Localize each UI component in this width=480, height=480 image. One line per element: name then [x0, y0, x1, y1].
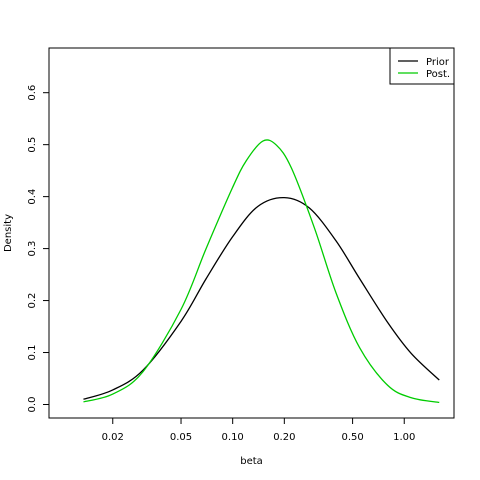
series-line-prior — [83, 197, 440, 400]
x-tick-label: 0.20 — [273, 432, 295, 443]
series-layer — [83, 139, 440, 404]
y-tick-label: 0.0 — [27, 397, 38, 413]
x-tick-label: 1.00 — [393, 432, 415, 443]
y-tick-label: 0.1 — [27, 345, 38, 361]
y-axis-title: Density — [3, 214, 14, 252]
x-tick-label: 0.05 — [170, 432, 192, 443]
x-tick-label: 0.10 — [222, 432, 244, 443]
y-tick-label: 0.4 — [27, 189, 38, 205]
legend-label-prior: Prior — [426, 57, 450, 68]
x-tick-label: 0.50 — [341, 432, 363, 443]
y-tick-label: 0.6 — [27, 85, 38, 101]
x-axis: 0.02 0.05 0.10 0.20 0.50 1.00 — [102, 417, 415, 443]
y-tick-label: 0.3 — [27, 241, 38, 257]
x-axis-title: beta — [240, 456, 263, 467]
legend-label-post: Post. — [426, 69, 450, 80]
plot-frame — [48, 47, 455, 419]
y-tick-label: 0.5 — [27, 137, 38, 153]
x-tick-label: 0.02 — [102, 432, 124, 443]
y-tick-label: 0.2 — [27, 293, 38, 309]
y-axis: 0.0 0.1 0.2 0.3 0.4 0.5 0.6 — [27, 85, 50, 413]
legend-box — [389, 47, 455, 85]
legend: Prior Post. — [389, 47, 455, 85]
series-line-post — [83, 139, 440, 404]
